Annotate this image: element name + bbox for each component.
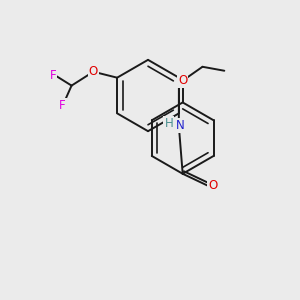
Text: N: N <box>176 119 184 132</box>
Text: H: H <box>164 117 173 130</box>
Text: O: O <box>89 65 98 78</box>
Text: O: O <box>178 74 187 87</box>
Text: O: O <box>208 179 217 192</box>
Text: F: F <box>59 99 66 112</box>
Text: F: F <box>50 69 56 82</box>
